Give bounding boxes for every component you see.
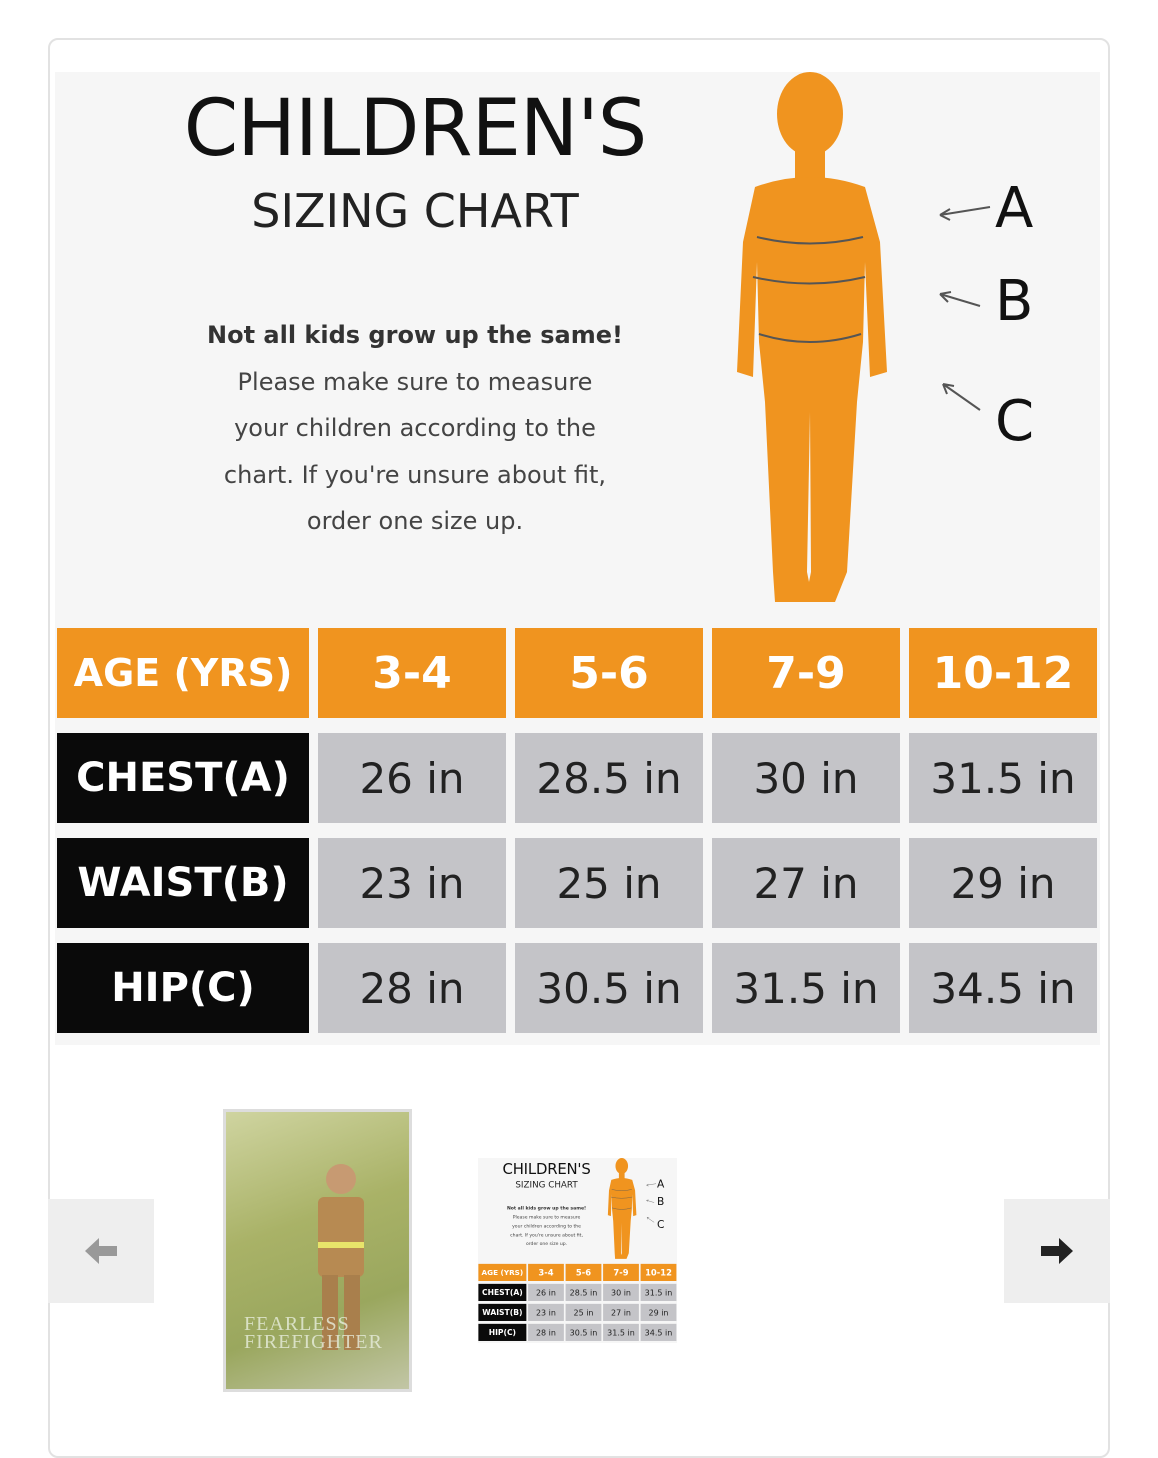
table-cell: 31.5 in (640, 1283, 677, 1301)
note-line: order one size up. (306, 507, 524, 535)
chart-subtitle: SIZING CHART (251, 184, 579, 238)
marker-a: A (657, 1178, 665, 1191)
next-image-button[interactable] (1004, 1199, 1110, 1303)
table-cell: 23 in (528, 1303, 564, 1321)
thumbnail-costume-package[interactable]: FEARLESS FIREFIGHTER (223, 1109, 412, 1392)
marker-c: C (995, 389, 1034, 454)
marker-b: B (995, 269, 1033, 334)
note-line: your children according to the (512, 1223, 581, 1229)
table-cell: 25 in (565, 1303, 602, 1321)
table-cell: 30 in (603, 1283, 639, 1301)
header-cell: AGE (YRS) (478, 1263, 527, 1281)
header-cell: 10-12 (640, 1263, 677, 1281)
table-cell: 30 in (712, 733, 900, 823)
note-line: order one size up. (525, 1240, 568, 1247)
row-label: CHEST(A) (57, 733, 309, 823)
table-row: CHEST(A) 26 in 28.5 in 30 in 31.5 in (57, 733, 1097, 823)
marker-b: B (657, 1195, 664, 1208)
header-cell: 7-9 (603, 1263, 639, 1281)
note-line: your children according to the (234, 414, 596, 442)
table-cell: 28 in (528, 1323, 564, 1341)
table-row: CHEST(A) 26 in 28.5 in 30 in 31.5 in (478, 1283, 677, 1301)
note-line: Please make sure to measure (237, 367, 593, 396)
row-label: HIP(C) (57, 943, 309, 1033)
arrow-right-icon (1041, 1238, 1073, 1264)
child-in-costume-image (318, 1164, 364, 1350)
table-cell: 34.5 in (909, 943, 1097, 1033)
arrow-left-icon (85, 1238, 117, 1264)
note-line: chart. If you're unsure about fit, (223, 460, 607, 489)
table-cell: 34.5 in (640, 1323, 677, 1341)
row-label: HIP(C) (478, 1323, 527, 1341)
thumbnail-chart-image: CHILDREN'S SIZING CHART Not all kids gro… (478, 1158, 677, 1343)
table-cell: 31.5 in (909, 733, 1097, 823)
chart-title: CHILDREN'S (502, 1160, 591, 1178)
table-cell: 27 in (712, 838, 900, 928)
table-cell: 30.5 in (515, 943, 703, 1033)
row-label: WAIST(B) (478, 1303, 527, 1321)
note-line: chart. If you're unsure about fit, (510, 1231, 583, 1238)
table-cell: 26 in (318, 733, 506, 823)
header-cell: 5-6 (515, 628, 703, 718)
child-silhouette-figure: A B C (737, 72, 1034, 602)
child-silhouette-figure: A B C (607, 1158, 665, 1259)
main-image-sizing-chart: CHILDREN'S SIZING CHART Not all kids gro… (55, 72, 1100, 1045)
table-cell: 29 in (640, 1303, 677, 1321)
table-cell: 29 in (909, 838, 1097, 928)
package-title: FEARLESS FIREFIGHTER (244, 1313, 383, 1353)
header-cell: 3-4 (318, 628, 506, 718)
table-cell: 31.5 in (712, 943, 900, 1033)
table-cell: 26 in (528, 1283, 564, 1301)
note-line: Not all kids grow up the same! (506, 1205, 587, 1211)
table-row: WAIST(B) 23 in 25 in 27 in 29 in (57, 838, 1097, 928)
chart-subtitle: SIZING CHART (515, 1179, 578, 1190)
header-cell: 3-4 (528, 1263, 564, 1281)
table-cell: 30.5 in (565, 1323, 602, 1341)
header-cell: 10-12 (909, 628, 1097, 718)
table-row: HIP(C) 28 in 30.5 in 31.5 in 34.5 in (57, 943, 1097, 1033)
table-cell: 31.5 in (603, 1323, 639, 1341)
chart-note: Not all kids grow up the same! Please ma… (501, 1204, 592, 1248)
marker-a: A (995, 176, 1033, 241)
note-line: Please make sure to measure (512, 1214, 581, 1220)
note-line: Not all kids grow up the same! (207, 321, 623, 349)
marker-c: C (657, 1218, 664, 1231)
table-cell: 23 in (318, 838, 506, 928)
table-header-row: AGE (YRS) 3-4 5-6 7-9 10-12 (57, 628, 1097, 718)
table-cell: 25 in (515, 838, 703, 928)
row-label: CHEST(A) (478, 1283, 527, 1301)
header-cell: AGE (YRS) (57, 628, 309, 718)
chart-note: Not all kids grow up the same! Please ma… (175, 312, 655, 545)
table-cell: 28 in (318, 943, 506, 1033)
table-cell: 28.5 in (515, 733, 703, 823)
thumbnail-sizing-chart[interactable]: CHILDREN'S SIZING CHART Not all kids gro… (478, 1158, 677, 1343)
table-row: WAIST(B) 23 in 25 in 27 in 29 in (478, 1303, 677, 1321)
table-header-row: AGE (YRS) 3-4 5-6 7-9 10-12 (478, 1263, 677, 1281)
table-cell: 27 in (603, 1303, 639, 1321)
prev-image-button[interactable] (48, 1199, 154, 1303)
header-cell: 5-6 (565, 1263, 602, 1281)
row-label: WAIST(B) (57, 838, 309, 928)
chart-title: CHILDREN'S (183, 84, 647, 174)
table-row: HIP(C) 28 in 30.5 in 31.5 in 34.5 in (478, 1323, 677, 1341)
table-cell: 28.5 in (565, 1283, 602, 1301)
header-cell: 7-9 (712, 628, 900, 718)
